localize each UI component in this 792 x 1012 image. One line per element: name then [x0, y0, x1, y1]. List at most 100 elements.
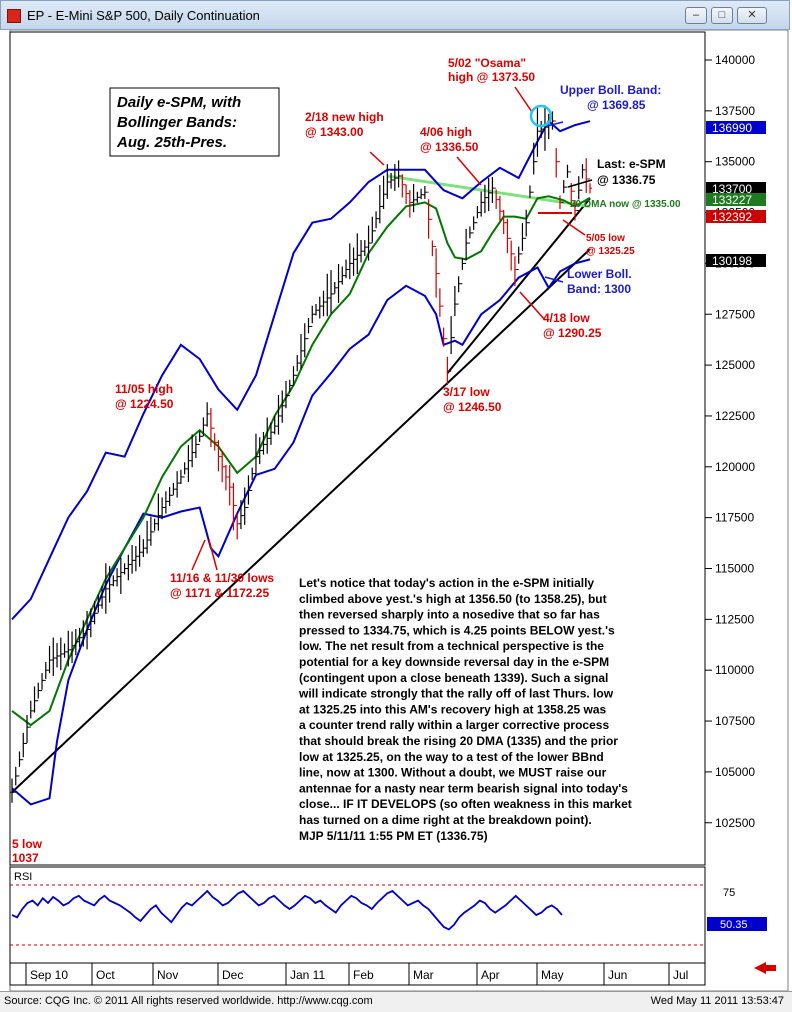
- nov-lows-label-1: 11/16 & 11/30 lows: [170, 571, 274, 585]
- price-pane: [9, 31, 706, 866]
- y-tick-label: 102500: [715, 816, 755, 830]
- apr18-low-label-1: 4/18 low: [543, 311, 590, 325]
- osama-high-label-1: 5/02 "Osama": [448, 56, 526, 70]
- y-tick-label: 105000: [715, 765, 755, 779]
- series-layer: [10, 105, 592, 806]
- x-tick-label: Mar: [413, 968, 434, 982]
- price-box-label: 136990: [712, 121, 752, 135]
- new-high-label-1: 2/18 new high: [305, 110, 384, 124]
- y-tick-label: 140000: [715, 53, 755, 67]
- upper-boll-arrow: [546, 121, 564, 127]
- price-box-label: 133227: [712, 193, 752, 207]
- x-tick-label: May: [541, 968, 564, 982]
- commentary-line: Let's notice that today's action in the …: [299, 576, 594, 590]
- lower-boll-label-1: Lower Boll.: [567, 267, 632, 281]
- price-box-label: 133700: [712, 182, 752, 196]
- y-tick-label: 137500: [715, 104, 755, 118]
- may5-low-label-2: @ 1325.25: [586, 246, 635, 257]
- commentary-line: has turned on a dime right at the breakd…: [299, 813, 592, 827]
- commentary-line: MJP 5/11/11 1:55 PM ET (1336.75): [299, 829, 488, 843]
- y-tick-label: 135000: [715, 155, 755, 169]
- y-tick-label: 110000: [715, 663, 754, 677]
- x-tick-label: Nov: [157, 968, 178, 982]
- apr6-high-label-1: 4/06 high: [420, 125, 472, 139]
- title-line-1: Daily e-SPM, with: [117, 94, 241, 111]
- apr18-low-label-2: @ 1290.25: [543, 326, 602, 340]
- y-tick-label: 120000: [715, 460, 755, 474]
- mar17-low-label-1: 3/17 low: [443, 385, 490, 399]
- commentary-line: pressed to 1334.75, which is 4.25 points…: [299, 623, 615, 637]
- commentary-line: that should break the rising 20 DMA (133…: [299, 734, 618, 748]
- title-line-2: Bollinger Bands:: [117, 114, 237, 131]
- commentary-line: line, now at 1300. Without a doubt, we M…: [299, 766, 607, 780]
- scroll-left-icon[interactable]: [754, 962, 766, 974]
- price-box: [706, 254, 766, 267]
- y-tick-label: 115000: [715, 562, 754, 576]
- dma20-line: [11, 195, 591, 727]
- x-tick-label: Sep 10: [30, 968, 68, 982]
- minimize-button[interactable]: –: [685, 7, 707, 24]
- trendline: [446, 197, 591, 374]
- title-box: [109, 87, 280, 157]
- rsi-level-label: 75: [723, 887, 735, 899]
- rsi-label: RSI: [14, 871, 32, 883]
- price-box: [706, 182, 766, 195]
- rsi-last-box: [707, 917, 767, 931]
- aug-low-label-1: 5 low: [12, 837, 43, 851]
- x-tick-label: Apr: [481, 968, 500, 982]
- commentary-line: at 1325.25 into this AM's recovery high …: [299, 702, 607, 716]
- date-axis-pane: [9, 962, 706, 986]
- y-tick-label: 107500: [715, 714, 755, 728]
- mar17-low-label-2: @ 1246.50: [443, 400, 502, 414]
- x-tick-label: Jun: [608, 968, 627, 982]
- close-button[interactable]: ✕: [737, 7, 767, 24]
- commentary-line: close... IF IT DEVELOPS (so often weakne…: [299, 797, 632, 811]
- commentary-line: antennae for a nasty near term bearish s…: [299, 781, 628, 795]
- x-tick-label: Dec: [222, 968, 243, 982]
- upper-bollinger-line: [11, 119, 591, 620]
- maximize-button[interactable]: □: [711, 7, 733, 24]
- y-tick-label: 112500: [715, 612, 754, 626]
- scroll-arrow-shaft[interactable]: [764, 965, 776, 971]
- commentary-line: (contingent upon a close beneath 1339). …: [299, 671, 608, 685]
- footer-timestamp: Wed May 11 2011 13:53:47: [650, 995, 784, 1007]
- commentary-line: low at 1325.25, on the way to a test of …: [299, 750, 604, 764]
- chart-area: 1400001375001350001325001300001275001250…: [9, 30, 789, 991]
- nov5-high-label-2: @ 1224.50: [115, 397, 174, 411]
- aug-low-label-2: 1037: [12, 851, 39, 865]
- commentary-line: potential for a key downside reversal da…: [299, 655, 609, 669]
- status-footer: Source: CQG Inc. © 2011 All rights reser…: [0, 991, 792, 1012]
- x-tick-label: Jan 11: [290, 968, 325, 982]
- y-tick-label: 127500: [715, 307, 755, 321]
- price-box-label: 132392: [712, 210, 752, 224]
- nov5-high-label-1: 11/05 high: [115, 382, 173, 396]
- source-credit: Source: CQG Inc. © 2011 All rights reser…: [4, 995, 373, 1007]
- trendline: [11, 248, 591, 793]
- new-high-label-2: @ 1343.00: [305, 125, 364, 139]
- x-axis: Sep 10 Oct Nov Dec Jan 11 Feb Mar Apr May Jun Jul: [25, 963, 688, 985]
- window-title: EP - E-Mini S&P 500, Daily Continuation: [27, 8, 260, 23]
- annotation-arrows: [191, 86, 586, 571]
- rsi-layer: [10, 884, 705, 946]
- lower-boll-arrow: [544, 276, 564, 283]
- nov-lows-label-2: @ 1171 & 1172.25: [170, 586, 269, 600]
- commentary-line: climbed above yest.'s high at 1356.50 (t…: [299, 592, 607, 606]
- dma-now-label: 20 DMA now @ 1335.00: [570, 199, 681, 210]
- rsi-pane: [9, 866, 706, 964]
- upper-boll-label-2: @ 1369.85: [587, 98, 646, 112]
- rsi-line: [11, 889, 563, 931]
- last-arrow: [567, 179, 593, 188]
- price-box: [706, 210, 766, 223]
- x-tick-label: Jul: [673, 968, 688, 982]
- commentary-line: then reversed sharply into a nosedive th…: [299, 608, 600, 622]
- commentary-line: a counter trend rally within a larger co…: [299, 718, 609, 732]
- upper-boll-label-1: Upper Boll. Band:: [560, 83, 661, 97]
- title-line-3: Aug. 25th-Pres.: [116, 134, 227, 151]
- y-tick-label: 122500: [715, 409, 755, 423]
- osama-high-circle: [529, 104, 553, 128]
- y-tick-label: 125000: [715, 358, 755, 372]
- x-tick-label: Oct: [96, 968, 115, 982]
- commentary-block: Let's notice that today's action in the …: [298, 576, 632, 843]
- window-titlebar: EP - E-Mini S&P 500, Daily Continuation …: [0, 0, 790, 30]
